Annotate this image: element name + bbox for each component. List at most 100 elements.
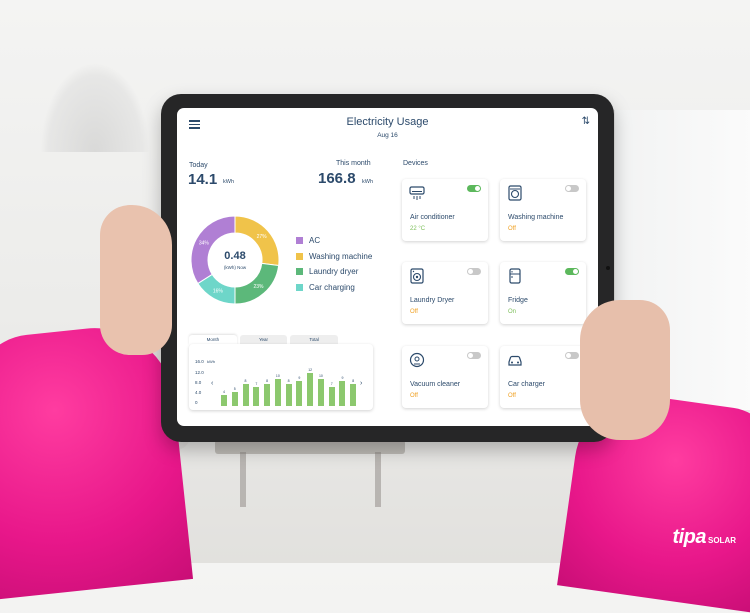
donut-percent-label: 27%: [257, 234, 268, 240]
background-table: [215, 440, 405, 454]
legend-swatch: [296, 268, 303, 276]
donut-center-value: 0.48: [224, 250, 246, 262]
bar-value-label: 10: [318, 373, 323, 378]
usage-bar: [253, 386, 260, 406]
donut-percent-label: 23%: [253, 284, 264, 290]
device-card-washing-machine[interactable]: Washing machine Off: [500, 179, 586, 241]
device-toggle[interactable]: [467, 268, 481, 275]
usage-bar: [307, 373, 314, 406]
filter-icon[interactable]: ⇅: [581, 116, 590, 127]
today-unit: kWh: [223, 179, 234, 185]
bar-value-label: 9: [341, 376, 344, 381]
usage-bar: [242, 384, 249, 406]
usage-bar: [221, 395, 227, 406]
bar-value-label: 7: [330, 381, 333, 386]
legend-item: Laundry dryer: [296, 264, 372, 280]
device-status: Off: [508, 393, 516, 399]
usage-bar: [231, 392, 238, 406]
y-tick-label: 0: [195, 400, 198, 405]
device-card-vacuum-cleaner[interactable]: Vacuum cleaner Off: [402, 346, 488, 408]
device-card-laundry-dryer[interactable]: Laundry Dryer Off: [402, 262, 488, 324]
next-arrow-icon[interactable]: ›: [360, 380, 363, 387]
usage-bar-chart-card: 16.0 kWh 12.0 8.0 4.0 0 ‹ › 4 5 8 7 8 10 8 9 12 1…: [189, 344, 373, 410]
usage-bar: [339, 381, 346, 406]
donut-center-label: (kWh) Now: [223, 265, 247, 270]
brand-name: tipa: [672, 526, 706, 548]
background-lamp: [40, 62, 150, 152]
device-toggle[interactable]: [565, 268, 579, 275]
legend-label: Washing machine: [309, 251, 373, 261]
y-unit-label: kWh: [207, 359, 215, 364]
donut-percent-label: 34%: [199, 240, 210, 246]
month-value: 166.8: [318, 170, 356, 187]
tablet-camera: [606, 266, 610, 270]
device-card-car-charger[interactable]: Car charger Off: [500, 346, 586, 408]
device-card-fridge[interactable]: Fridge On: [500, 262, 586, 324]
bar-value-label: 5: [233, 387, 236, 392]
y-tick-label: 12.0: [195, 370, 204, 375]
tab-month[interactable]: Month: [189, 335, 237, 345]
legend-swatch: [296, 252, 303, 260]
page-title: Electricity Usage: [346, 116, 429, 128]
legend-label: AC: [309, 236, 321, 246]
device-toggle[interactable]: [565, 352, 579, 359]
legend-swatch: [296, 283, 303, 291]
y-tick-label: 4.0: [195, 390, 202, 395]
device-status: Off: [410, 309, 418, 315]
usage-bar: [317, 378, 324, 406]
device-name: Laundry Dryer: [410, 297, 455, 304]
today-label: Today: [189, 162, 208, 169]
device-name: Washing machine: [508, 214, 564, 221]
bar-value-label: 8: [266, 379, 269, 383]
donut-percent-label: 16%: [213, 289, 224, 295]
fridge-icon: [507, 268, 523, 284]
y-tick-label: 16.0: [195, 359, 204, 364]
device-toggle[interactable]: [467, 352, 481, 359]
device-status: Off: [508, 226, 516, 232]
page-date: Aug 16: [377, 132, 398, 139]
menu-icon[interactable]: [189, 118, 200, 131]
left-hand: [100, 205, 172, 355]
device-toggle[interactable]: [467, 185, 481, 192]
bar-value-label: 8: [352, 379, 355, 383]
laundry-dryer-icon: [409, 268, 425, 284]
today-value: 14.1: [188, 171, 218, 188]
usage-bar: [285, 384, 292, 406]
device-name: Fridge: [508, 297, 528, 304]
usage-bar: [328, 386, 335, 406]
prev-arrow-icon[interactable]: ‹: [211, 380, 214, 387]
usage-bar: [350, 384, 357, 406]
legend-label: Laundry dryer: [309, 267, 359, 277]
device-toggle[interactable]: [565, 185, 579, 192]
device-name: Car charger: [508, 381, 545, 388]
vacuum-cleaner-icon: [409, 352, 425, 368]
month-unit: kWh: [362, 179, 373, 185]
usage-donut-chart: 34% 27% 23% 16%: [190, 215, 280, 305]
device-status: 22 °C: [410, 226, 426, 232]
tab-year[interactable]: Year: [239, 335, 288, 345]
air-conditioner-icon: [409, 185, 425, 201]
bar-value-label: 10: [275, 373, 280, 378]
bars-area: 4 5 8 7 8 10 8 9 12 10 7 9 8: [219, 362, 359, 406]
bar-value-label: 7: [255, 381, 258, 386]
legend-item: Car charging: [296, 280, 372, 296]
legend-item: Washing machine: [296, 249, 372, 265]
background-table-leg: [240, 452, 246, 507]
washing-machine-icon: [507, 185, 523, 201]
device-card-air-conditioner[interactable]: Air conditioner 22 °C: [402, 179, 488, 241]
device-status: On: [508, 309, 517, 315]
y-tick-label: 8.0: [195, 380, 202, 385]
legend-item: AC: [296, 233, 372, 249]
legend-swatch: [296, 237, 303, 245]
device-name: Vacuum cleaner: [410, 381, 461, 388]
legend-label: Car charging: [309, 282, 355, 292]
bar-value-label: 4: [223, 390, 225, 394]
usage-bar: [296, 381, 303, 406]
usage-bar: [264, 384, 271, 406]
device-status: Off: [410, 393, 418, 399]
bar-value-label: 8: [287, 379, 290, 383]
tab-total[interactable]: Total: [290, 335, 339, 345]
tablet-screen: ⇅ Electricity Usage Aug 16 Today 14.1 kW…: [177, 108, 598, 426]
donut-legend: AC Washing machine Laundry dryer Car cha…: [296, 233, 372, 295]
device-name: Air conditioner: [410, 214, 455, 221]
